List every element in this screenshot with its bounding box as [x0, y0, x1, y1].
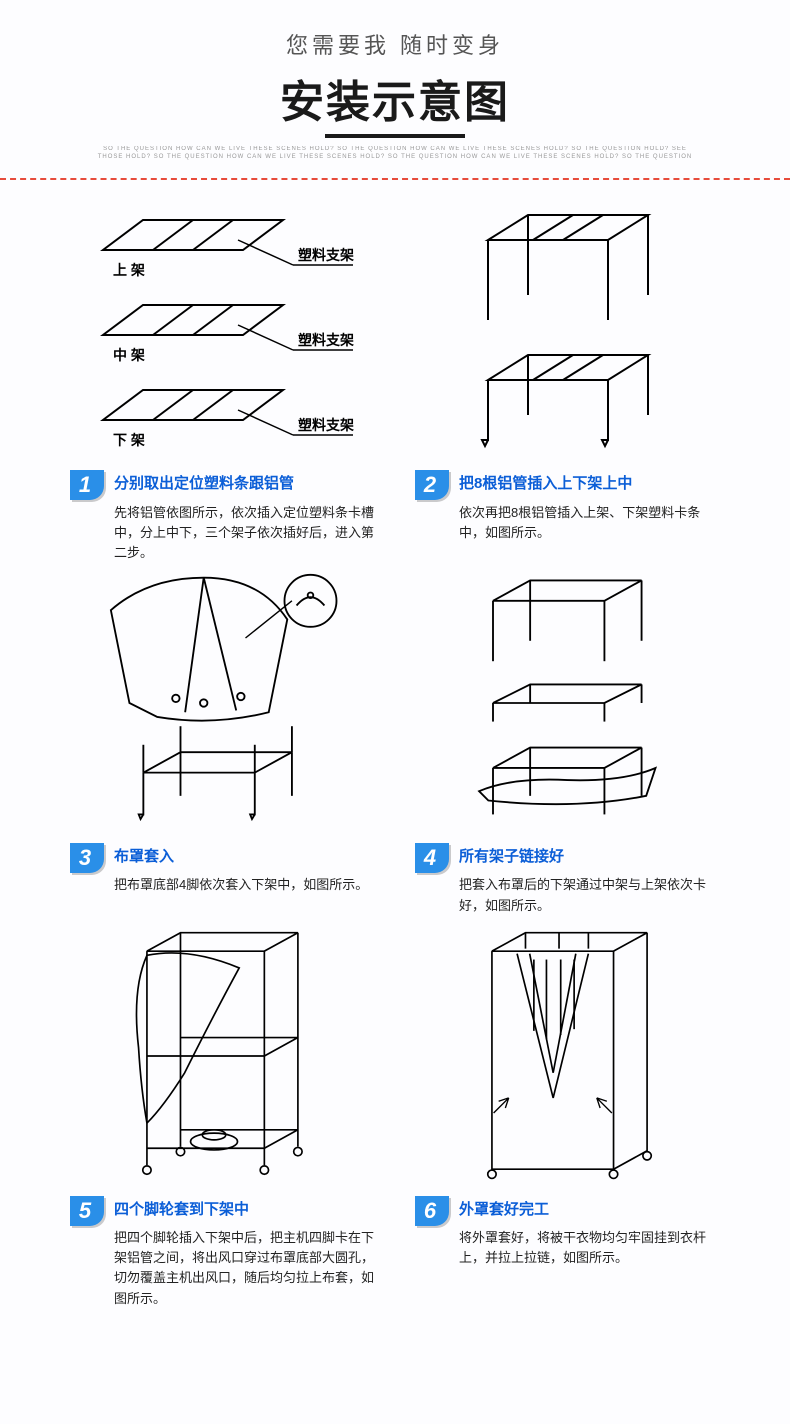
- step-4-diagram: [415, 573, 720, 833]
- step-3-title: 布罩套入: [114, 843, 375, 872]
- step-1-title: 分别取出定位塑料条跟铝管: [114, 470, 375, 499]
- svg-text:中 架: 中 架: [113, 347, 145, 363]
- step-num-3: 3: [70, 843, 104, 873]
- step-num-1: 1: [70, 470, 104, 500]
- step-6-title: 外罩套好完工: [459, 1196, 720, 1225]
- step-4-desc: 把套入布罩后的下架通过中架与上架依次卡好，如图所示。: [459, 875, 720, 915]
- title-underline: [325, 134, 465, 138]
- step-5-diagram: [70, 926, 375, 1186]
- steps-grid: 上 架 塑料支架 中 架 塑料支架: [0, 180, 790, 1339]
- step-3-desc: 把布罩底部4脚依次套入下架中，如图所示。: [114, 875, 375, 895]
- svg-text:塑料支架: 塑料支架: [298, 247, 354, 263]
- subtitle: 您需要我 随时变身: [0, 28, 790, 60]
- svg-text:塑料支架: 塑料支架: [298, 332, 354, 348]
- step-4-title: 所有架子链接好: [459, 843, 720, 872]
- step-1: 上 架 塑料支架 中 架 塑料支架: [70, 200, 375, 563]
- step-2-diagram: [415, 200, 720, 460]
- svg-text:下 架: 下 架: [113, 432, 145, 448]
- step-num-5: 5: [70, 1196, 104, 1226]
- micro-text: SO THE QUESTION HOW CAN WE LIVE THESE SC…: [0, 146, 790, 162]
- svg-text:塑料支架: 塑料支架: [298, 417, 354, 433]
- step-3: 3 布罩套入 把布罩底部4脚依次套入下架中，如图所示。: [70, 573, 375, 916]
- step-5-desc: 把四个脚轮插入下架中后，把主机四脚卡在下架铝管之间，将出风口穿过布罩底部大圆孔，…: [114, 1228, 375, 1309]
- step-1-diagram: 上 架 塑料支架 中 架 塑料支架: [70, 200, 375, 460]
- step-4: 4 所有架子链接好 把套入布罩后的下架通过中架与上架依次卡好，如图所示。: [415, 573, 720, 916]
- step-6: 6 外罩套好完工 将外罩套好，将被干衣物均匀牢固挂到衣杆上，并拉上拉链，如图所示…: [415, 926, 720, 1309]
- step-5-title: 四个脚轮套到下架中: [114, 1196, 375, 1225]
- step-num-4: 4: [415, 843, 449, 873]
- step-2: 2 把8根铝管插入上下架上中 依次再把8根铝管插入上架、下架塑料卡条中，如图所示…: [415, 200, 720, 563]
- step-2-title: 把8根铝管插入上下架上中: [459, 470, 720, 499]
- step-2-desc: 依次再把8根铝管插入上架、下架塑料卡条中，如图所示。: [459, 503, 720, 543]
- step-3-diagram: [70, 573, 375, 833]
- step-6-diagram: [415, 926, 720, 1186]
- svg-text:上 架: 上 架: [113, 262, 145, 278]
- step-5: 5 四个脚轮套到下架中 把四个脚轮插入下架中后，把主机四脚卡在下架铝管之间，将出…: [70, 926, 375, 1309]
- main-title: 安装示意图: [0, 66, 790, 130]
- step-num-2: 2: [415, 470, 449, 500]
- step-6-desc: 将外罩套好，将被干衣物均匀牢固挂到衣杆上，并拉上拉链，如图所示。: [459, 1228, 720, 1268]
- header: 您需要我 随时变身 安装示意图 SO THE QUESTION HOW CAN …: [0, 0, 790, 174]
- step-num-6: 6: [415, 1196, 449, 1226]
- step-1-desc: 先将铝管依图所示，依次插入定位塑料条卡槽中，分上中下，三个架子依次插好后，进入第…: [114, 503, 375, 563]
